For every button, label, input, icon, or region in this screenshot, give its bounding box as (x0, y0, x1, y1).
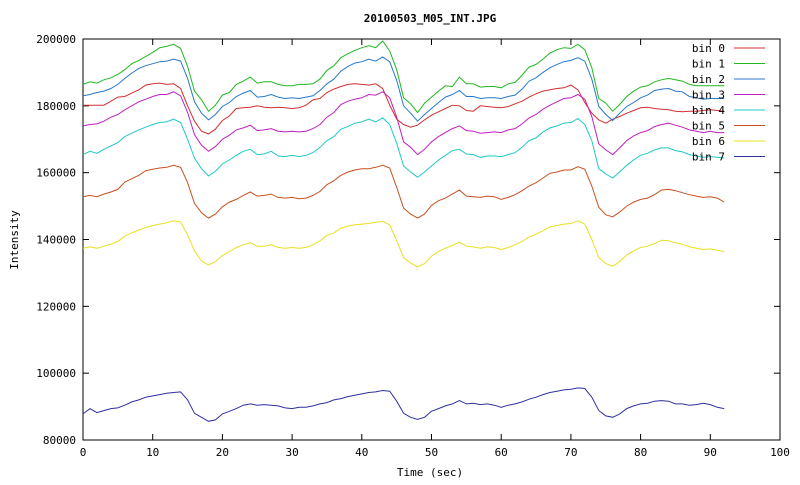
legend-label-bin-0: bin 0 (692, 42, 725, 55)
x-tick-label: 40 (355, 446, 368, 459)
x-tick-label: 30 (285, 446, 298, 459)
y-tick-label: 160000 (36, 167, 76, 180)
x-tick-label: 20 (216, 446, 229, 459)
legend-label-bin-6: bin 6 (692, 135, 725, 148)
series-line-bin-3 (82, 91, 725, 156)
legend-label-bin-4: bin 4 (692, 104, 725, 117)
y-tick-label: 100000 (36, 367, 76, 380)
x-tick-label: 90 (704, 446, 717, 459)
y-tick-label: 120000 (36, 300, 76, 313)
series-line-bin-1 (82, 40, 725, 114)
series-line-bin-2 (82, 56, 725, 122)
legend-label-bin-5: bin 5 (692, 120, 725, 133)
x-tick-label: 50 (425, 446, 438, 459)
x-tick-label: 60 (495, 446, 508, 459)
series-line-bin-0 (83, 82, 725, 135)
y-axis-label: Intensity (8, 210, 21, 270)
x-tick-label: 80 (634, 446, 647, 459)
axis-ticks: 0 10 20 30 40 50 60 70 80 90 100 80000 100000 120000 1… (36, 33, 790, 459)
legend-label-bin-1: bin 1 (692, 58, 725, 71)
series-line-bin-6 (82, 220, 725, 268)
x-tick-label: 100 (770, 446, 790, 459)
y-tick-label: 180000 (36, 100, 76, 113)
legend-label-bin-3: bin 3 (692, 89, 725, 102)
x-axis-label: Time (sec) (397, 466, 463, 479)
x-tick-label: 0 (80, 446, 87, 459)
series-line-bin-5 (82, 164, 725, 219)
legend-label-bin-7: bin 7 (692, 151, 725, 164)
y-tick-label: 140000 (36, 234, 76, 247)
series-line-bin-7 (82, 387, 725, 422)
y-tick-label: 200000 (36, 33, 76, 46)
legend: bin 0 bin 1 bin 2 bin 3 bin 4 bin 5 bin 6 bin 7 (692, 42, 765, 164)
series-group (82, 40, 725, 422)
x-tick-label: 10 (146, 446, 159, 459)
x-tick-label: 70 (564, 446, 577, 459)
chart-title: 20100503_M05_INT.JPG (364, 12, 497, 25)
series-line-bin-4 (82, 117, 725, 179)
legend-label-bin-2: bin 2 (692, 73, 725, 86)
y-tick-label: 80000 (43, 434, 76, 447)
